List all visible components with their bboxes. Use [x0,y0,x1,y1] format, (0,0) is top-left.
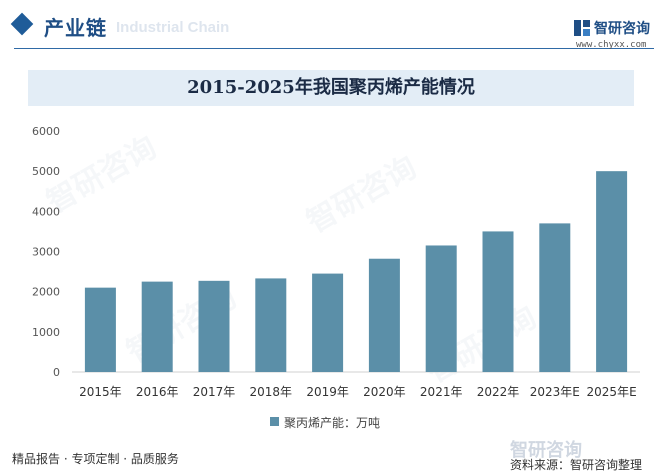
y-tick-label: 0 [53,366,60,379]
logo-icon [574,20,590,36]
x-tick-label: 2017年 [193,385,236,399]
bar-chart: 0 1000 2000 3000 4000 5000 6000 2015年 2016年 2017年… [32,125,640,399]
x-tick-label: 2021年 [420,385,463,399]
y-tick-label: 1000 [32,326,60,339]
x-tick-label: 2025年E [587,385,637,399]
bar [368,258,400,372]
x-tick-label: 2020年 [363,385,406,399]
y-tick-label: 6000 [32,125,60,138]
y-tick-label: 4000 [32,205,60,218]
footer-source-text: 资料来源：智研咨询整理 [510,458,643,472]
bar [425,245,457,372]
x-tick-label: 2019年 [306,385,349,399]
logo-text: 智研咨询 [594,21,650,37]
header-divider [14,48,654,49]
bar [539,223,571,372]
bar [141,281,173,372]
chart-title: 2015-2025年我国聚丙烯产能情况 [187,77,475,98]
x-tick-label: 2016年 [136,385,179,399]
y-tick-label: 3000 [32,246,60,259]
legend-label: 聚丙烯产能：万吨 [284,416,381,430]
chart-title-bar: 2015-2025年我国聚丙烯产能情况 [28,70,634,106]
bar [482,231,514,372]
x-tick-label: 2018年 [250,385,293,399]
bar [596,171,628,372]
legend-swatch [270,417,279,426]
footer-tagline: 精品报告 · 专项定制 · 品质服务 [12,452,179,466]
footer-logo-text: 智研咨询 [510,440,582,461]
x-tick-label: 2022年 [477,385,520,399]
x-tick-label: 2023年E [530,385,580,399]
footer-source: 智研咨询 资料来源：智研咨询整理 [510,442,642,473]
diamond-icon [10,12,34,36]
x-tick-label: 2015年 [79,385,122,399]
y-tick-label: 5000 [32,165,60,178]
footer: 精品报告 · 专项定制 · 品质服务 智研咨询 资料来源：智研咨询整理 [0,442,667,473]
bar [198,280,230,372]
bar [312,273,344,372]
bar [255,278,287,372]
y-tick-label: 2000 [32,286,60,299]
section-subtitle: Industrial Chain [116,19,230,36]
header: 产业链 Industrial Chain 智研咨询 www.chyxx.com [0,0,667,60]
logo-url: www.chyxx.com [576,40,647,50]
section-title: 产业链 [44,16,107,40]
bar [84,287,116,372]
